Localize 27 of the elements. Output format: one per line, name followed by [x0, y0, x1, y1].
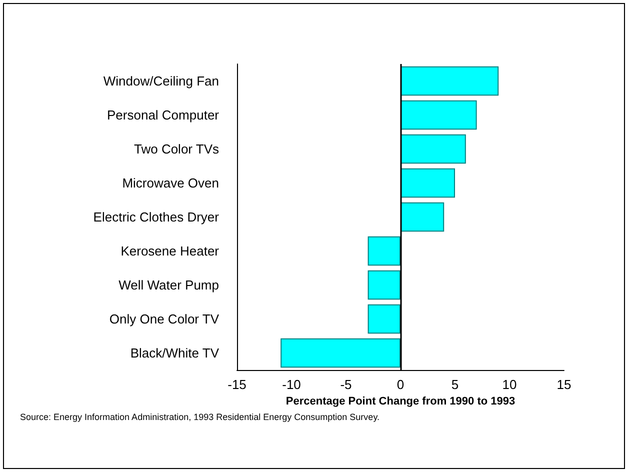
x-axis-title: Percentage Point Change from 1990 to 1993 [286, 396, 516, 408]
x-tick-label: 0 [396, 377, 404, 392]
bar [280, 338, 400, 368]
y-tick-label: Personal Computer [107, 108, 220, 122]
y-tick-label: Window/Ceiling Fan [103, 74, 219, 88]
y-tick-label: Microwave Oven [122, 176, 219, 190]
y-tick-label: Two Color TVs [134, 142, 220, 156]
x-tick-label: -10 [282, 377, 301, 392]
bar [400, 168, 455, 198]
x-tick-label: -15 [228, 377, 246, 392]
y-tick-label: Well Water Pump [118, 278, 219, 292]
bar [368, 236, 400, 266]
bar [368, 304, 400, 334]
y-tick-label: Only One Color TV [109, 312, 220, 326]
x-tick-label: 5 [451, 377, 459, 392]
bar [400, 134, 466, 164]
y-tick-label: Electric Clothes Dryer [93, 210, 220, 224]
y-tick-label: Kerosene Heater [120, 244, 220, 258]
x-tick-label: 15 [556, 377, 572, 392]
y-tick-label: Black/White TV [130, 346, 220, 360]
bar [400, 100, 477, 130]
source-note: Source: Energy Information Administration, 1993 Residential Energy Consumption Survey. [19, 412, 381, 423]
x-tick-label: 10 [502, 377, 517, 392]
bar [400, 66, 499, 96]
x-tick-label: -5 [340, 377, 352, 392]
bar [400, 202, 444, 232]
bar [368, 270, 400, 300]
